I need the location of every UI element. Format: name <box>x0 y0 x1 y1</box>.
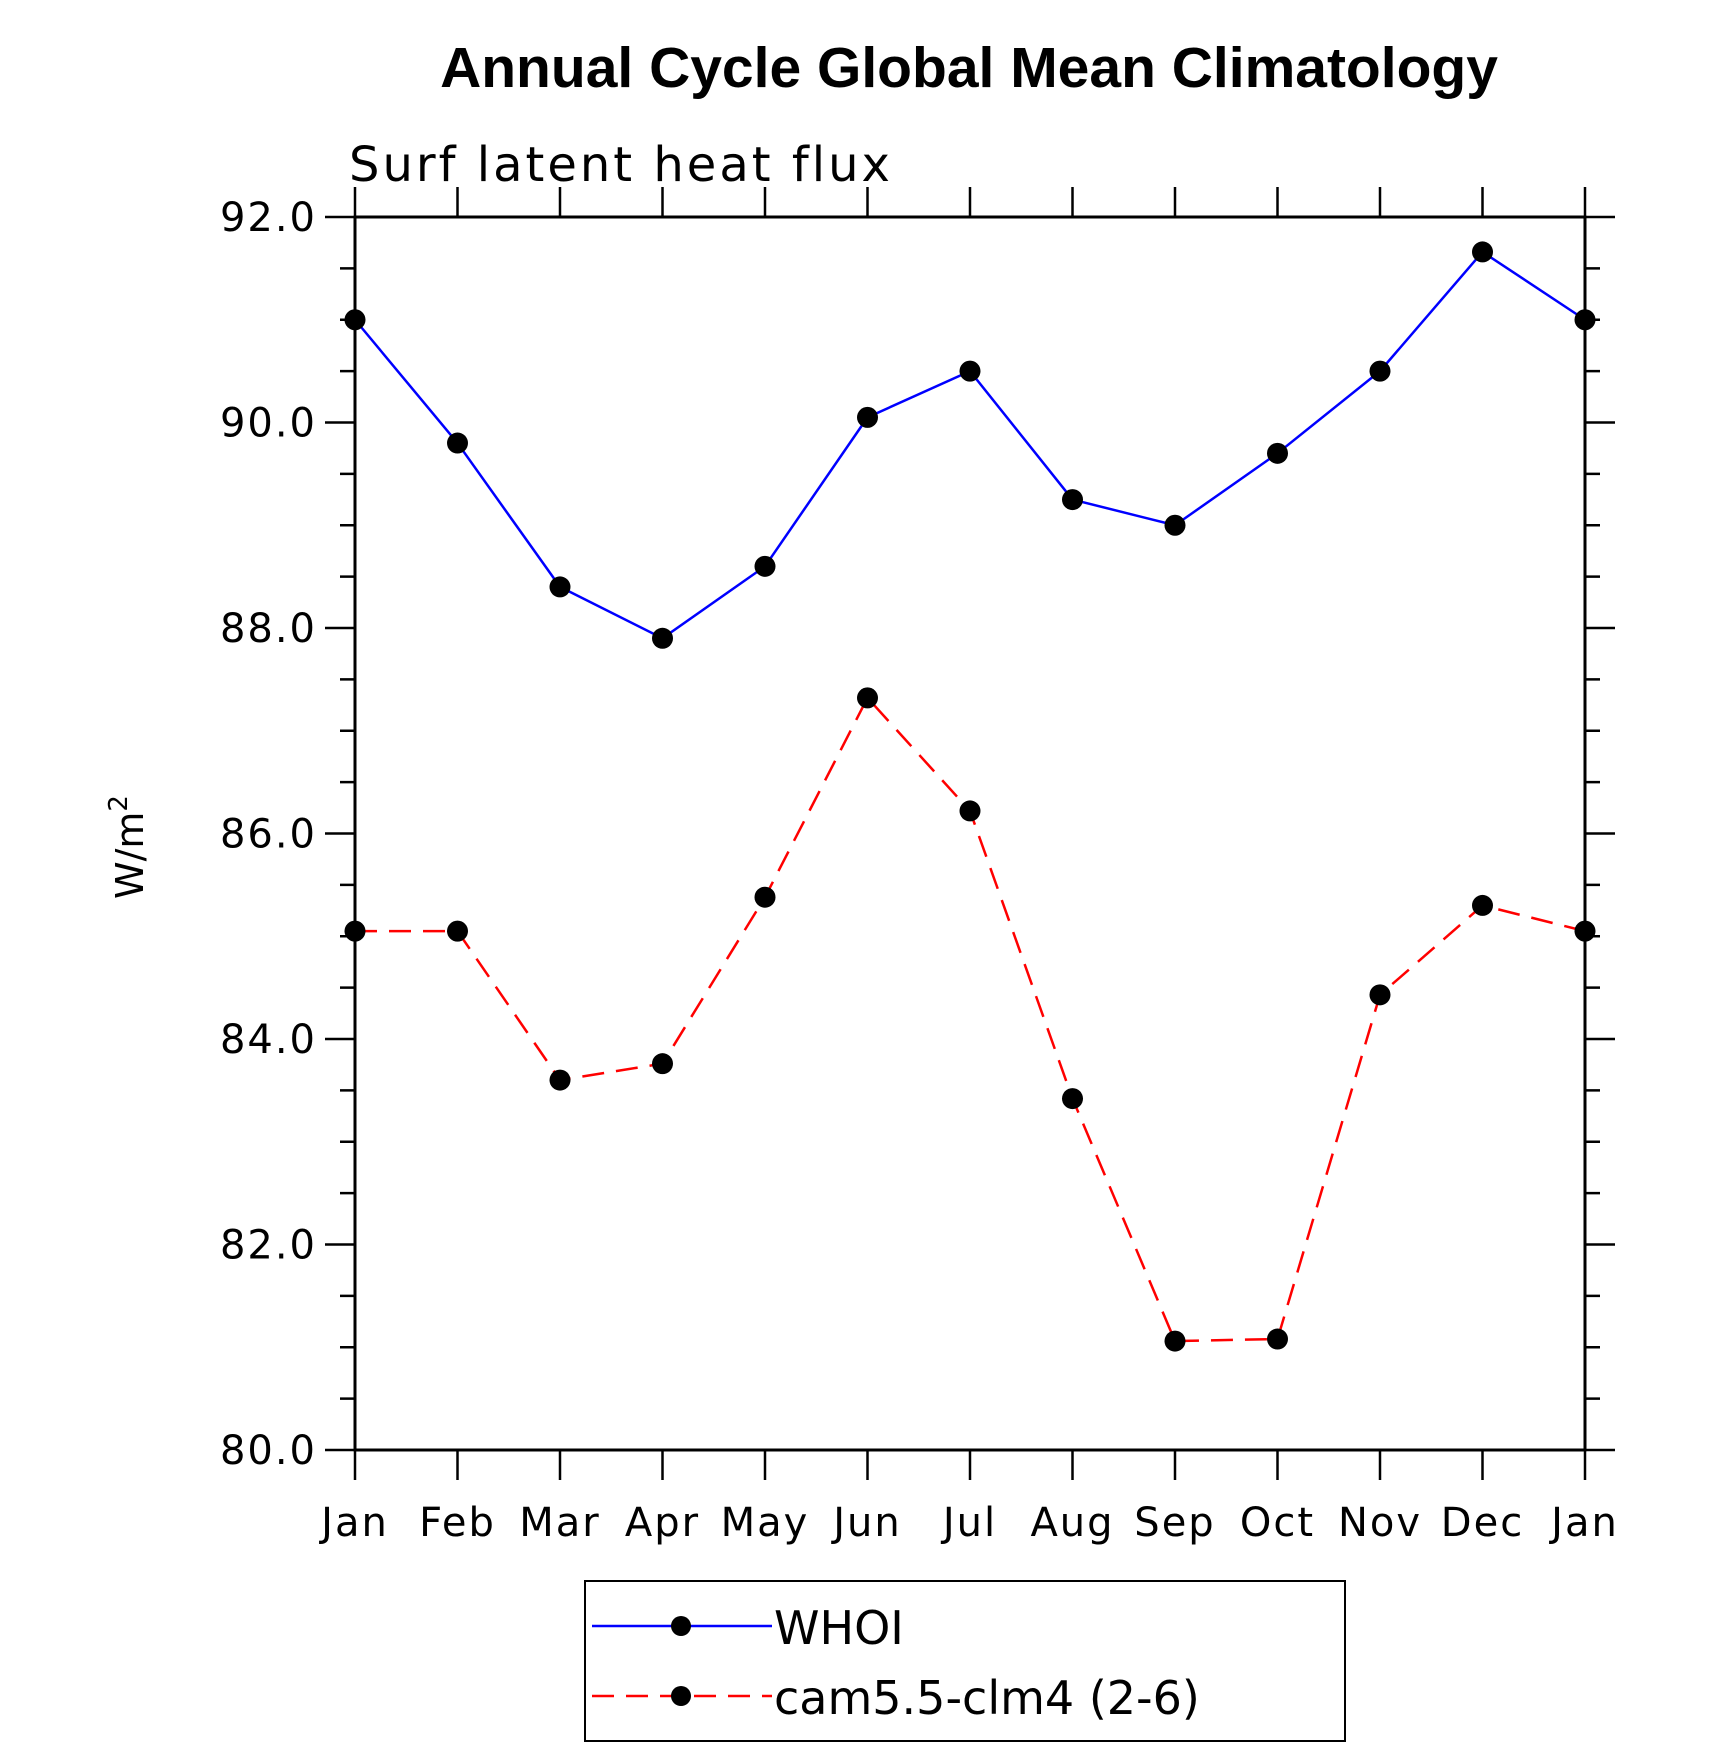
x-tick-label: May <box>721 1500 810 1546</box>
data-point <box>1267 1328 1288 1350</box>
data-point <box>1574 309 1596 331</box>
data-point <box>549 1069 571 1091</box>
data-point <box>1472 241 1493 263</box>
data-point <box>1369 360 1391 382</box>
chart-subtitle: Surf latent heat flux <box>349 137 893 193</box>
y-axis-labels: 80.0 82.0 84.0 86.0 88.0 90.0 92.0 <box>220 195 317 1474</box>
x-tick-label: Nov <box>1338 1500 1422 1546</box>
y-axis-label: W/m2 <box>104 795 152 899</box>
data-point <box>1267 442 1288 464</box>
data-point <box>1164 514 1186 536</box>
data-point <box>1164 1330 1186 1352</box>
y-tick-label: 80.0 <box>220 1428 317 1474</box>
y-tick-label: 90.0 <box>220 401 317 447</box>
x-tick-label: Jul <box>940 1500 997 1546</box>
x-tick-label: Jan <box>318 1500 389 1546</box>
data-point <box>857 687 878 709</box>
data-point <box>959 800 981 822</box>
data-point <box>857 406 878 428</box>
legend-marker-cam <box>671 1686 691 1706</box>
x-tick-label: Oct <box>1240 1500 1315 1546</box>
x-tick-label: Jan <box>1548 1500 1619 1546</box>
legend: WHOI cam5.5-clm4 (2-6) <box>584 1580 1346 1742</box>
x-tick-label: Feb <box>419 1500 496 1546</box>
chart-title: Annual Cycle Global Mean Climatology <box>440 36 1498 100</box>
data-point <box>1574 920 1596 942</box>
x-tick-label: Jun <box>830 1500 902 1546</box>
legend-label-whoi: WHOI <box>774 1601 904 1655</box>
data-point <box>1062 489 1083 511</box>
plot-frame <box>353 215 1587 1452</box>
x-tick-label: Mar <box>519 1500 600 1546</box>
series-line-1 <box>355 696 1586 1343</box>
series-layer <box>344 241 1596 1352</box>
x-tick-label: Sep <box>1134 1500 1215 1546</box>
x-tick-label: Dec <box>1441 1500 1524 1546</box>
x-tick-label: Aug <box>1030 1500 1114 1546</box>
legend-marker-whoi <box>671 1616 691 1636</box>
y-tick-label: 84.0 <box>220 1017 317 1063</box>
data-point <box>344 309 366 331</box>
legend-label-cam: cam5.5-clm4 (2-6) <box>774 1671 1200 1725</box>
x-tick-label: Apr <box>625 1500 700 1546</box>
y-tick-label: 88.0 <box>220 606 317 652</box>
data-point <box>1062 1088 1083 1110</box>
data-point <box>344 920 366 942</box>
series-line-0 <box>354 250 1586 640</box>
y-tick-label: 86.0 <box>220 812 317 858</box>
data-point <box>959 360 981 382</box>
data-point <box>652 1053 673 1075</box>
data-point <box>1369 984 1391 1006</box>
data-point <box>754 886 776 908</box>
y-tick-label: 82.0 <box>220 1223 317 1269</box>
axis-ticks <box>325 187 1615 1480</box>
data-point <box>652 627 673 649</box>
x-axis-labels: Jan Feb Mar Apr May Jun Jul Aug Sep Oct Nov Dec Jan <box>318 1500 1619 1546</box>
y-axis-label-sup: 2 <box>104 795 134 812</box>
legend-box <box>584 1580 1346 1742</box>
data-point <box>549 576 571 598</box>
y-tick-label: 92.0 <box>220 195 317 241</box>
data-point <box>754 555 776 577</box>
data-point <box>447 432 468 454</box>
data-point <box>447 920 468 942</box>
data-point <box>1472 894 1493 916</box>
